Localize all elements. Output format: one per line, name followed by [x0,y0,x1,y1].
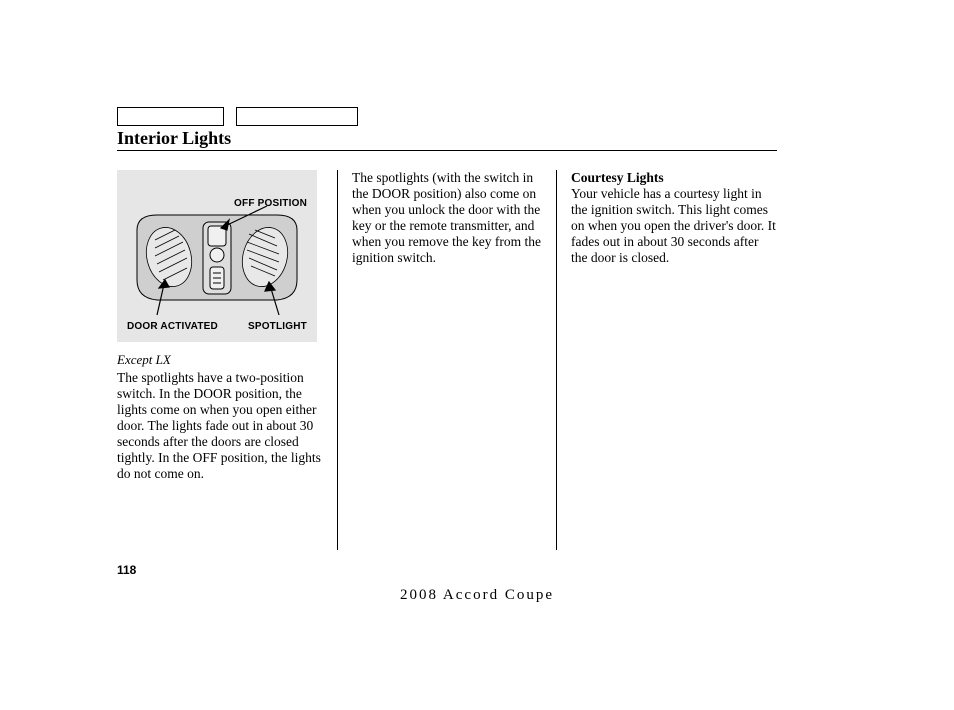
diagram-label-door-activated: DOOR ACTIVATED [127,321,218,332]
diagram-label-off-position: OFF POSITION [234,198,307,209]
footer-model: 2008 Accord Coupe [0,587,954,604]
console-diagram: OFF POSITION DOOR ACTIVATED SPOTLIGHT [117,170,317,342]
column-2: The spotlights (with the switch in the D… [337,170,557,550]
col3-body: Your vehicle has a courtesy light in the… [571,186,777,266]
diagram-label-spotlight: SPOTLIGHT [248,321,307,332]
section-title: Interior Lights [117,128,231,149]
console-svg [117,170,317,342]
title-rule [117,150,777,151]
manual-page: Interior Lights [0,0,954,710]
trim-caption: Except LX [117,352,323,368]
content-columns: OFF POSITION DOOR ACTIVATED SPOTLIGHT Ex… [117,170,777,550]
courtesy-lights-heading: Courtesy Lights [571,170,777,186]
column-1: OFF POSITION DOOR ACTIVATED SPOTLIGHT Ex… [117,170,337,550]
ref-box-2 [236,107,358,126]
ref-box-1 [117,107,224,126]
page-number: 118 [117,563,136,577]
col1-body: The spotlights have a two-position switc… [117,370,323,481]
header-reference-boxes [117,107,358,126]
column-3: Courtesy Lights Your vehicle has a court… [557,170,777,550]
col2-body: The spotlights (with the switch in the D… [352,170,542,266]
